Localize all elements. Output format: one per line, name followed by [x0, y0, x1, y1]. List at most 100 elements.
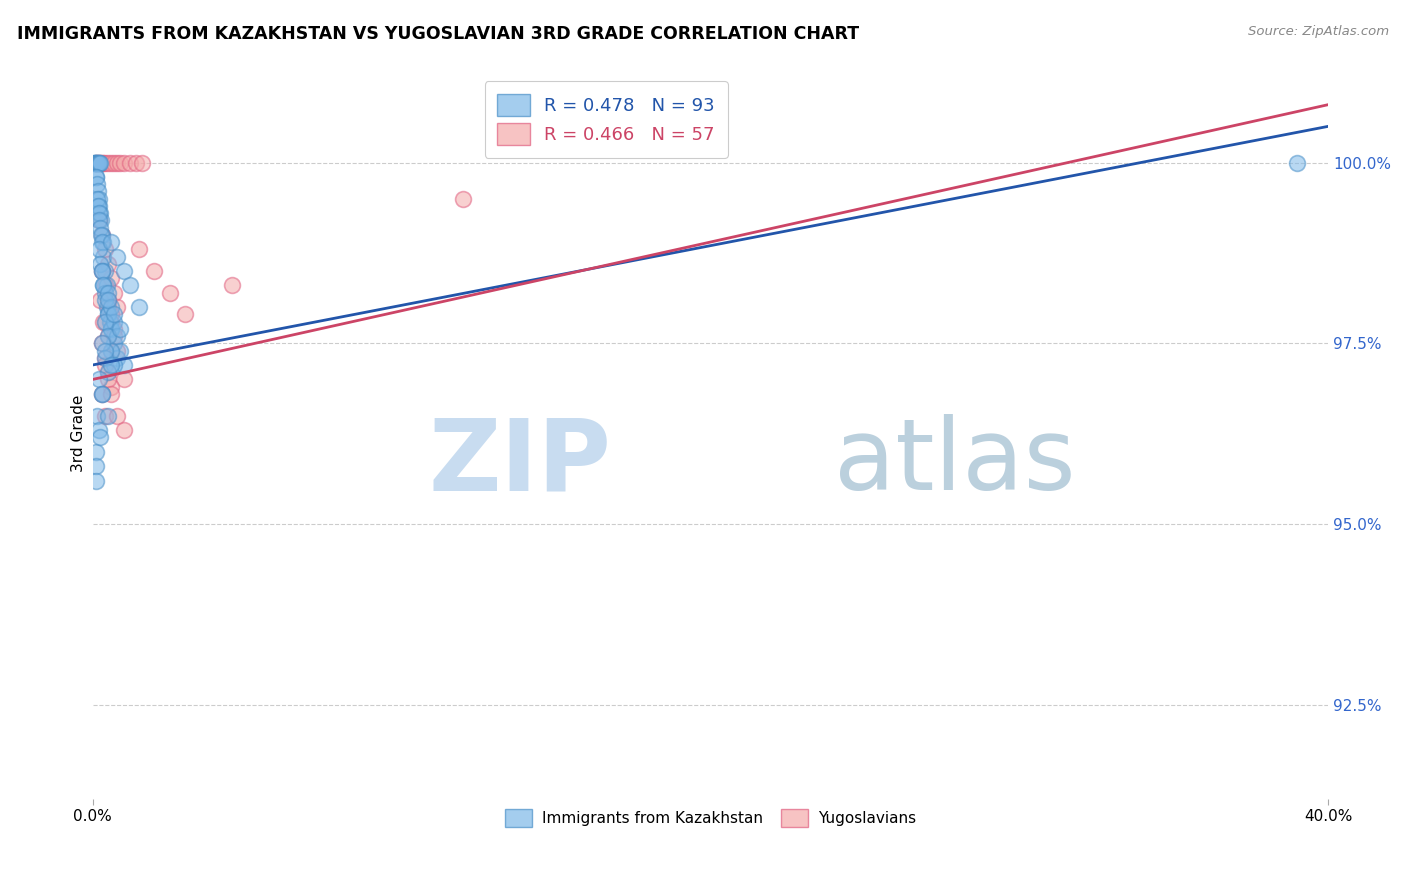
Point — [100, 315, 122, 329]
Point — [112, 372, 135, 386]
Point — [221, 278, 243, 293]
Point — [94, 278, 117, 293]
Point — [89, 206, 111, 220]
Point — [100, 300, 122, 314]
Point — [128, 300, 150, 314]
Point — [90, 336, 112, 351]
Point — [90, 264, 112, 278]
Point — [94, 351, 117, 365]
Point — [94, 358, 117, 372]
Point — [93, 250, 115, 264]
Point — [90, 155, 112, 169]
Point — [97, 257, 120, 271]
Point — [128, 242, 150, 256]
Point — [97, 409, 120, 423]
Point — [100, 343, 122, 358]
Point — [94, 264, 117, 278]
Point — [89, 155, 111, 169]
Point — [86, 169, 108, 184]
Point — [84, 169, 107, 184]
Point — [87, 192, 110, 206]
Point — [83, 155, 105, 169]
Point — [89, 430, 111, 444]
Legend: Immigrants from Kazakhstan, Yugoslavians: Immigrants from Kazakhstan, Yugoslavians — [498, 801, 924, 835]
Point — [110, 343, 132, 358]
Point — [90, 227, 112, 242]
Point — [89, 155, 111, 169]
Point — [87, 242, 110, 256]
Point — [98, 315, 121, 329]
Point — [97, 285, 120, 300]
Point — [174, 307, 197, 321]
Point — [86, 192, 108, 206]
Point — [97, 329, 120, 343]
Point — [94, 285, 117, 300]
Point — [100, 307, 122, 321]
Point — [94, 315, 117, 329]
Point — [97, 293, 120, 307]
Point — [84, 459, 107, 474]
Point — [89, 220, 111, 235]
Point — [100, 271, 122, 285]
Point — [87, 423, 110, 437]
Point — [86, 155, 108, 169]
Point — [105, 250, 128, 264]
Text: IMMIGRANTS FROM KAZAKHSTAN VS YUGOSLAVIAN 3RD GRADE CORRELATION CHART: IMMIGRANTS FROM KAZAKHSTAN VS YUGOSLAVIA… — [17, 25, 859, 43]
Point — [89, 213, 111, 227]
Point — [94, 343, 117, 358]
Point — [103, 358, 125, 372]
Point — [453, 192, 475, 206]
Point — [89, 293, 111, 307]
Point — [86, 409, 108, 423]
Point — [103, 285, 125, 300]
Point — [90, 387, 112, 401]
Point — [97, 155, 120, 169]
Point — [89, 155, 111, 169]
Point — [103, 307, 125, 321]
Point — [125, 155, 148, 169]
Point — [90, 235, 112, 249]
Point — [97, 365, 120, 379]
Text: ZIP: ZIP — [429, 415, 612, 511]
Point — [84, 155, 107, 169]
Point — [100, 343, 122, 358]
Point — [112, 155, 135, 169]
Point — [86, 178, 108, 192]
Point — [97, 372, 120, 386]
Point — [90, 227, 112, 242]
Point — [96, 278, 118, 293]
Point — [100, 155, 122, 169]
Point — [90, 264, 112, 278]
Point — [86, 474, 108, 488]
Point — [84, 155, 107, 169]
Point — [94, 351, 117, 365]
Point — [103, 336, 125, 351]
Point — [103, 329, 125, 343]
Point — [100, 235, 122, 249]
Point — [91, 235, 114, 249]
Point — [105, 343, 128, 358]
Point — [159, 285, 181, 300]
Point — [90, 387, 112, 401]
Point — [105, 155, 128, 169]
Point — [89, 199, 111, 213]
Point — [94, 409, 117, 423]
Point — [94, 315, 117, 329]
Point — [97, 365, 120, 379]
Point — [87, 155, 110, 169]
Point — [100, 387, 122, 401]
Point — [93, 315, 115, 329]
Point — [100, 358, 122, 372]
Point — [110, 155, 132, 169]
Point — [83, 155, 105, 169]
Point — [93, 278, 115, 293]
Point — [105, 329, 128, 343]
Point — [86, 444, 108, 458]
Point — [103, 155, 125, 169]
Point — [100, 322, 122, 336]
Point — [100, 322, 122, 336]
Point — [100, 379, 122, 393]
Point — [97, 300, 120, 314]
Point — [94, 155, 117, 169]
Point — [87, 185, 110, 199]
